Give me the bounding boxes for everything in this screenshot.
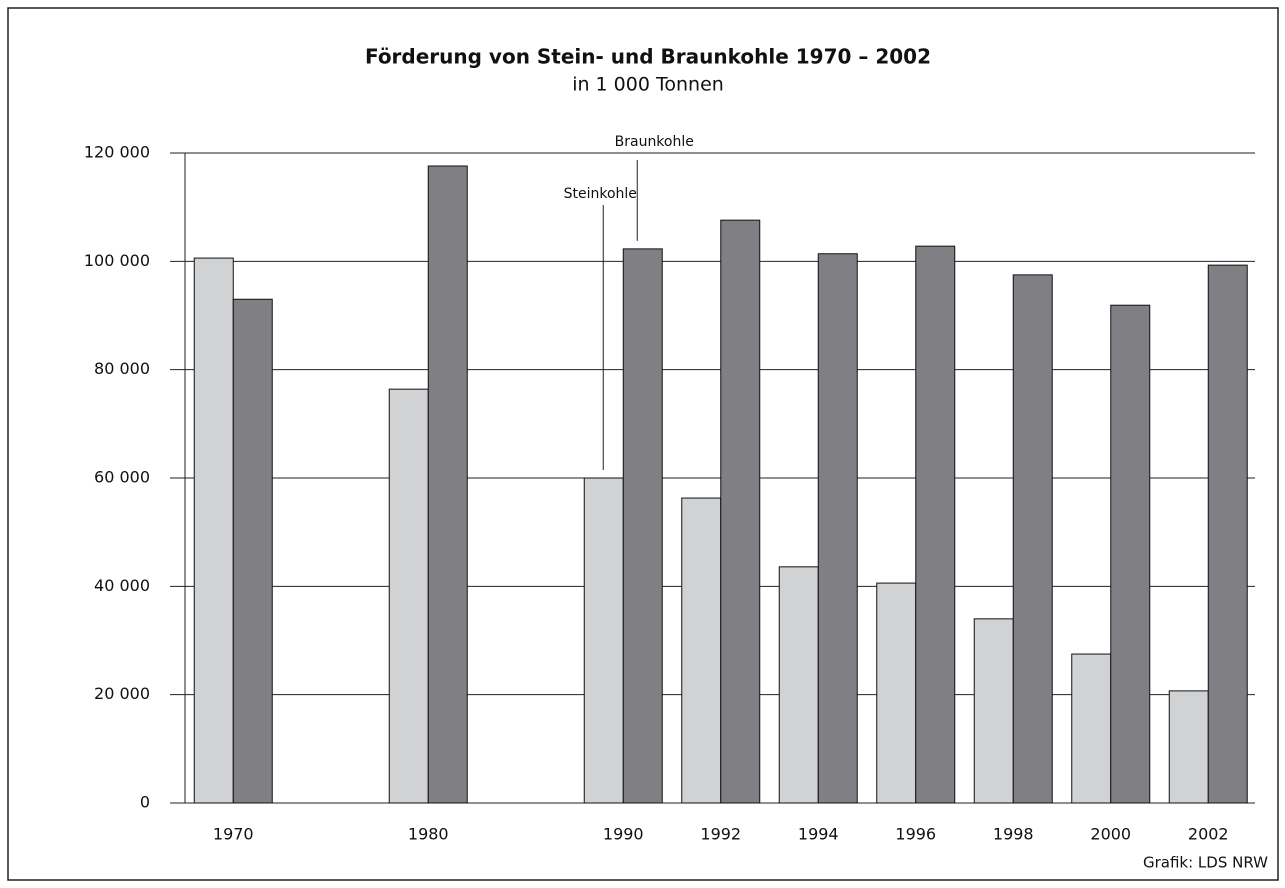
y-tick-label: 80 000 bbox=[94, 359, 150, 378]
y-tick-label: 0 bbox=[140, 793, 150, 812]
x-tick-label: 1980 bbox=[408, 825, 449, 844]
source: Grafik: LDS NRW bbox=[1143, 854, 1268, 872]
bar bbox=[388, 388, 429, 804]
y-tick-label: 60 000 bbox=[94, 468, 150, 487]
x-tick-label: 1970 bbox=[213, 825, 254, 844]
y-tick-label: 100 000 bbox=[84, 251, 150, 270]
bar bbox=[915, 245, 956, 804]
legend-label: Steinkohle bbox=[564, 186, 637, 202]
legend-label: Braunkohle bbox=[615, 134, 694, 150]
x-tick-label: 1998 bbox=[993, 825, 1034, 844]
bar bbox=[720, 219, 761, 804]
x-tick-label: 2000 bbox=[1090, 825, 1131, 844]
bar bbox=[1012, 274, 1053, 804]
bar bbox=[193, 257, 234, 804]
bar bbox=[876, 582, 917, 804]
y-tick-label: 20 000 bbox=[94, 684, 150, 703]
bar bbox=[583, 477, 624, 804]
x-tick-label: 1992 bbox=[700, 825, 741, 844]
bar bbox=[622, 248, 663, 804]
bar bbox=[973, 618, 1014, 804]
bar bbox=[1168, 690, 1209, 804]
x-tick-label: 1996 bbox=[895, 825, 936, 844]
bar bbox=[427, 165, 468, 804]
x-tick-label: 1990 bbox=[603, 825, 644, 844]
bar bbox=[681, 497, 722, 804]
chart-title: Förderung von Stein- und Braunkohle 1970… bbox=[365, 45, 931, 69]
y-tick-label: 40 000 bbox=[94, 576, 150, 595]
y-tick-label: 120 000 bbox=[84, 143, 150, 162]
bar bbox=[232, 298, 273, 804]
chart-subtitle: in 1 000 Tonnen bbox=[572, 74, 724, 96]
x-tick-label: 1994 bbox=[798, 825, 839, 844]
frame bbox=[7, 7, 1279, 881]
bar bbox=[1110, 304, 1151, 804]
bar bbox=[817, 253, 858, 804]
bar bbox=[778, 566, 819, 804]
bar bbox=[1071, 653, 1112, 804]
bar bbox=[1207, 264, 1248, 804]
x-tick-label: 2002 bbox=[1188, 825, 1229, 844]
